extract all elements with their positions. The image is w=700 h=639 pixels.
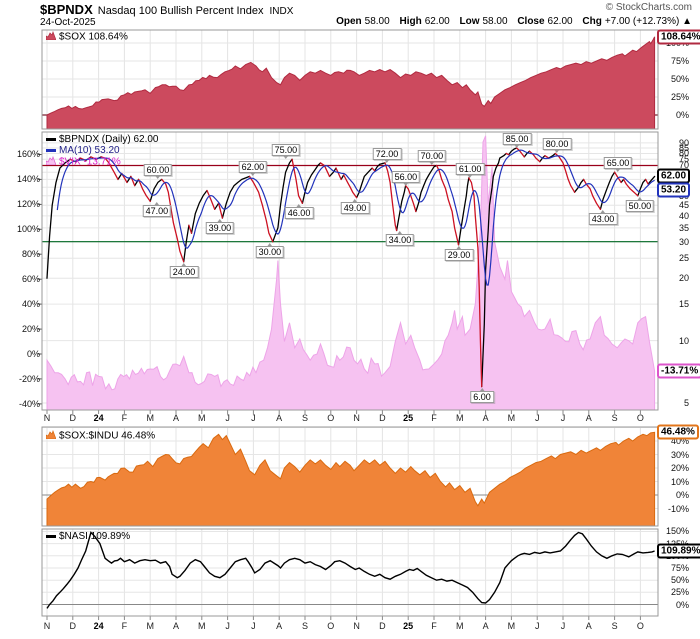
exchange-label: INDX	[269, 6, 294, 17]
symbol-title: $BPNDX	[40, 2, 93, 17]
legend-sox: $SOX 108.64%	[45, 30, 128, 43]
area-swatch-icon	[45, 429, 57, 442]
legend-sox-label: $SOX 108.64%	[59, 31, 128, 43]
chart-header: $BPNDX Nasdaq 100 Bullish Percent Index IN…	[40, 1, 293, 19]
low-value: 58.00	[482, 16, 508, 27]
area-swatch-icon	[45, 155, 57, 168]
index-name: Nasdaq 100 Bullish Percent Index	[97, 5, 264, 17]
open-label: Open	[336, 16, 362, 27]
legend-nasi-label: $NASI 109.89%	[59, 531, 131, 542]
close-value: 62.00	[547, 16, 573, 27]
ma10-line-series	[56, 149, 655, 286]
panel-border	[41, 131, 659, 411]
open-value: 58.00	[364, 16, 390, 27]
high-label: High	[399, 16, 422, 27]
panel-border	[41, 528, 659, 617]
line-swatch-icon	[46, 534, 56, 538]
sox-indu-area-series	[46, 431, 656, 526]
line-swatch-icon	[46, 137, 56, 141]
high-value: 62.00	[424, 16, 450, 27]
copyright-link[interactable]: © StockCharts.com	[605, 2, 692, 13]
chg-label: Chg	[582, 16, 602, 27]
bpndx-line-up-segments	[46, 147, 656, 388]
close-label: Close	[517, 16, 545, 27]
left-axis-ticks	[38, 154, 42, 405]
panel-border	[41, 426, 659, 527]
chart-date: 24-Oct-2025	[40, 17, 96, 28]
legend-sox-indu-label: $SOX:$INDU 46.48%	[59, 430, 156, 442]
vix-area-series	[46, 135, 656, 410]
legend-sox-indu: $SOX:$INDU 46.48%	[45, 429, 156, 442]
legend-vix: $VIX -13.71%	[45, 155, 121, 168]
line-swatch-icon	[46, 148, 56, 152]
legend-vix-label: $VIX -13.71%	[59, 156, 121, 168]
quote-bar: Open 58.00 High 62.00 Low 58.00 Close 62.00 …	[336, 16, 692, 27]
legend-nasi: $NASI 109.89%	[46, 531, 130, 542]
panel-border	[41, 29, 659, 130]
legend-bpndx: $BPNDX (Daily) 62.00	[46, 134, 158, 145]
month-tick-marks	[46, 410, 641, 620]
nasi-line-series	[46, 531, 655, 609]
chg-value: +7.00 (+12.73%)	[604, 16, 680, 27]
area-swatch-icon	[45, 30, 57, 43]
legend-ma10-label: MA(10) 53.20	[59, 145, 120, 156]
legend-ma10: MA(10) 53.20	[46, 145, 120, 156]
low-label: Low	[459, 16, 480, 27]
up-arrow-icon: ▲	[682, 16, 692, 27]
sox-area-series	[46, 36, 656, 129]
bpndx-line-down-segments	[69, 147, 649, 388]
legend-bpndx-label: $BPNDX (Daily) 62.00	[59, 134, 159, 145]
